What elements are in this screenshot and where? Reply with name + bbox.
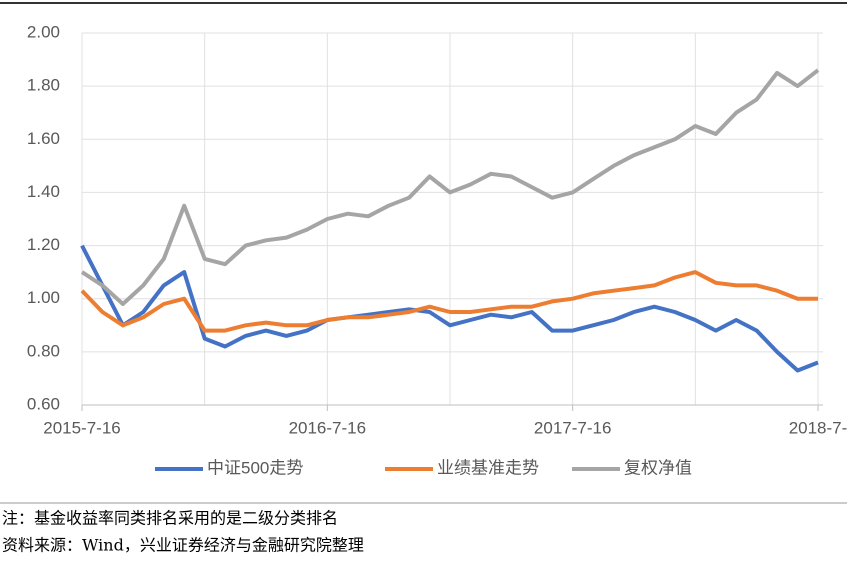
y-tick-label: 1.60	[27, 129, 60, 148]
series-line	[80, 68, 820, 306]
y-tick-label: 1.20	[27, 235, 60, 254]
x-tick-label: 2018-7-	[789, 418, 847, 437]
source: 资料来源：Wind，兴业证券经济与金融研究院整理	[2, 536, 364, 555]
series-line	[80, 244, 819, 373]
series-line	[80, 270, 818, 333]
x-tick-label: 2016-7-16	[289, 418, 367, 437]
y-tick-label: 2.00	[27, 22, 60, 41]
y-tick-label: 0.60	[27, 394, 60, 413]
note: 注：基金收益率同类排名采用的是二级分类排名	[2, 509, 338, 528]
x-tick-label: 2017-7-16	[534, 418, 612, 437]
y-tick-label: 1.40	[27, 182, 60, 201]
x-tick-label: 2015-7-16	[43, 418, 121, 437]
legend-label: 复权净值	[624, 458, 692, 477]
y-tick-label: 0.80	[27, 341, 60, 360]
y-tick-label: 1.00	[27, 288, 60, 307]
legend-label: 业绩基准走势	[437, 458, 539, 477]
y-tick-label: 1.80	[27, 76, 60, 95]
legend-label: 中证500走势	[207, 458, 303, 477]
